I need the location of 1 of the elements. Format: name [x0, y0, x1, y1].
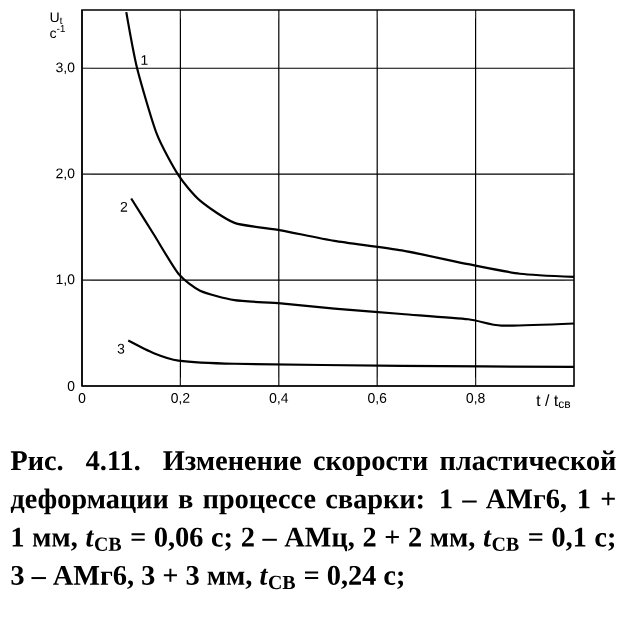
text: Рис. 4.11. Изменение скорости пластической деформации в процессе сварки: 1 – АМг6, 1 + 1 мм, t$_{СВ}$ = 0,06 с; 2 – АМц, 2 + 2 мм, t$_{СВ}$ = 0,1 с; 3 – АМг6, 3 + 3 мм, t$_{СВ}$ = 0,24 с;	[10, 450, 616, 590]
